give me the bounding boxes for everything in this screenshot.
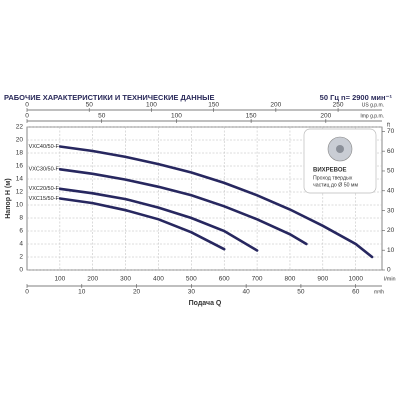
chart-subtitle: 50 Гц n= 2900 мин⁻¹ — [320, 93, 393, 102]
x-tick-label: 100 — [54, 276, 65, 283]
y-tick-label: 6 — [19, 228, 23, 235]
tick-label: 250 — [333, 102, 344, 109]
y2-tick-label: 10 — [387, 247, 395, 254]
y2-tick-label: 30 — [387, 207, 395, 214]
tick-label: 40 — [243, 289, 251, 296]
impeller-hub — [336, 145, 344, 153]
y2-tick-label: 0 — [387, 267, 391, 274]
tick-label: 0 — [25, 113, 29, 120]
y2-tick-label: 70 — [387, 128, 395, 135]
y-tick-label: 0 — [19, 267, 23, 274]
series-label: VXC15/50-F — [29, 196, 60, 202]
x-tick-label: 1000 — [348, 276, 363, 283]
y-tick-label: 10 — [16, 202, 24, 209]
label-bg — [28, 143, 59, 150]
tick-label: 10 — [78, 289, 86, 296]
x-tick-label: 400 — [153, 276, 164, 283]
curve — [58, 187, 259, 252]
tick-label: 20 — [133, 289, 141, 296]
tick-label: 50 — [297, 289, 305, 296]
y2-tick-label: 50 — [387, 168, 395, 175]
inset-text: Проход твердых — [313, 175, 353, 181]
curve — [58, 168, 308, 246]
label-bg — [28, 195, 59, 202]
y2-tick-label: 40 — [387, 187, 395, 194]
tick-label: 100 — [171, 113, 182, 120]
y-axis-label: Напор H (м) — [5, 178, 12, 219]
x-unit: l/min — [384, 276, 396, 282]
y-tick-label: 18 — [16, 150, 24, 157]
series-label: VXC20/50-F — [29, 186, 60, 192]
y-tick-label: 16 — [16, 163, 24, 170]
x-tick-label: 800 — [285, 276, 296, 283]
y2-tick-label: 20 — [387, 227, 395, 234]
x-tick-label: 300 — [120, 276, 131, 283]
tick-label: 150 — [208, 102, 219, 109]
tick-label: 30 — [188, 289, 196, 296]
tick-label: 200 — [270, 102, 281, 109]
y2-unit: ft — [387, 122, 391, 128]
x-tick-label: 700 — [252, 276, 263, 283]
plot-area — [26, 126, 383, 271]
y-tick-label: 2 — [19, 254, 23, 261]
label-bg — [28, 165, 59, 173]
curve — [58, 197, 226, 251]
inset-text: частиц до Ø 50 мм — [313, 182, 358, 188]
y2-tick-label: 60 — [387, 148, 395, 155]
tick-label: 0 — [25, 102, 29, 109]
inset: ВИХРЕВОЕ Проход твердых частиц до Ø 50 м… — [303, 128, 377, 194]
tick-label: 60 — [352, 289, 360, 296]
y-tick-label: 12 — [16, 189, 24, 196]
axis-unit: Imp g.p.m. — [360, 113, 384, 119]
axis-unit: US g.p.m. — [362, 102, 384, 108]
inset-title: ВИХРЕВОЕ — [313, 168, 347, 174]
series-label: VXC40/50-F — [29, 144, 60, 150]
y-tick-label: 20 — [16, 137, 24, 144]
tick-label: 50 — [98, 113, 106, 120]
y-tick-label: 8 — [19, 215, 23, 222]
x-axis-label: Подача Q — [189, 300, 222, 307]
x-tick-label: 600 — [219, 276, 230, 283]
chart-title: РАБОЧИЕ ХАРАКТЕРИСТИКИ И ТЕХНИЧЕСКИЕ ДАН… — [4, 93, 214, 102]
x-tick-label: 900 — [317, 276, 328, 283]
series-label: VXC30/50-F — [29, 167, 60, 173]
tick-label: 50 — [86, 102, 94, 109]
label-bg — [28, 185, 59, 193]
y-tick-label: 4 — [19, 241, 23, 248]
curve — [58, 145, 374, 259]
tick-label: 100 — [146, 102, 157, 109]
axis-unit: m³/h — [374, 289, 384, 295]
tick-label: 0 — [25, 289, 29, 296]
x-tick-label: 500 — [186, 276, 197, 283]
y-tick-label: 14 — [16, 176, 24, 183]
tick-label: 200 — [320, 113, 331, 120]
x-tick-label: 200 — [87, 276, 98, 283]
y-tick-label: 22 — [16, 124, 24, 131]
tick-label: 150 — [246, 113, 257, 120]
